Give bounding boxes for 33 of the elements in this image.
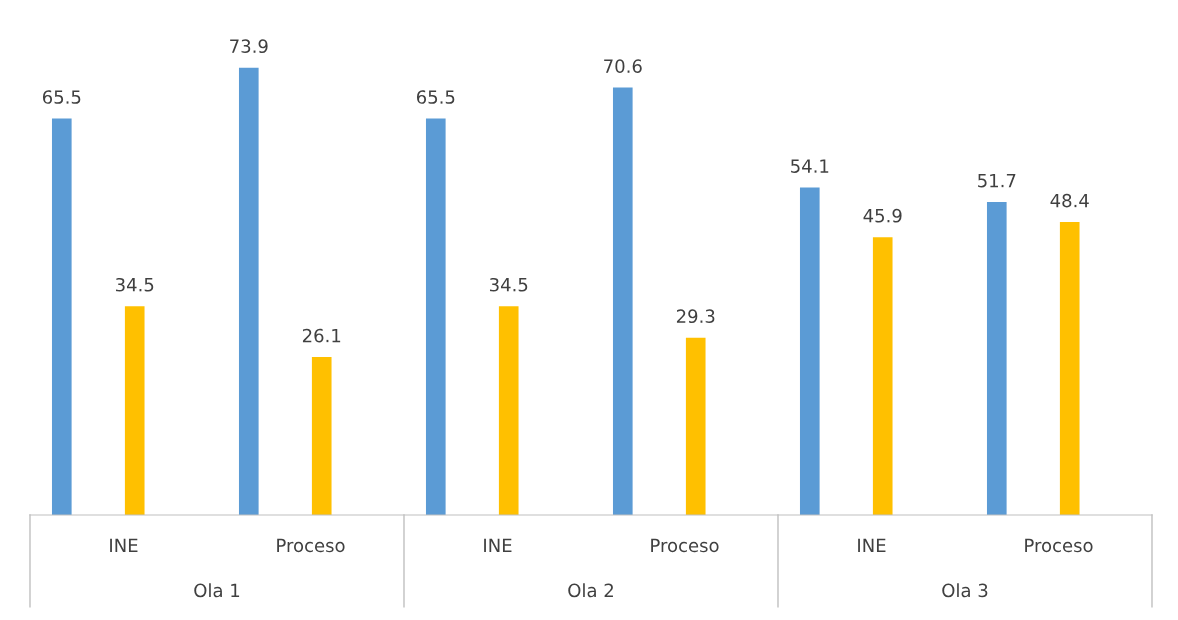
x-tick-label: INE <box>484 538 512 552</box>
bar <box>51 118 72 515</box>
text: Ola 3 <box>942 583 988 598</box>
text: Ola 1 <box>194 583 240 598</box>
x-tick-label: INE <box>858 538 886 552</box>
data-label: 70.6 <box>604 59 642 73</box>
data-label: 34.5 <box>116 277 154 292</box>
bar <box>238 67 259 515</box>
data-label: 73.9 <box>230 39 268 54</box>
bar <box>612 87 633 515</box>
bar <box>124 306 145 515</box>
bar <box>986 202 1007 515</box>
x-tick-label: Proceso <box>651 538 719 553</box>
data-label: 65.5 <box>416 90 455 104</box>
x-tick-label: Proceso <box>1025 538 1093 553</box>
x-tick-label: Proceso <box>277 538 345 553</box>
data-label: 51.7 <box>978 173 1016 188</box>
bar <box>425 118 446 515</box>
bar <box>311 357 332 515</box>
text: Ola 2 <box>568 583 613 598</box>
data-label: 29.3 <box>676 309 715 324</box>
bar <box>799 187 820 515</box>
bar <box>1059 222 1080 515</box>
data-label: 48.4 <box>1050 193 1089 208</box>
x-tick-label: INE <box>110 538 138 552</box>
bar <box>685 337 706 515</box>
data-label: 26.1 <box>302 328 341 343</box>
bar <box>498 306 519 515</box>
data-label: 65.5 <box>42 90 81 104</box>
bar <box>872 237 893 515</box>
data-label: 45.9 <box>863 208 902 223</box>
data-label: 54.1 <box>791 159 829 173</box>
data-label: 34.5 <box>490 277 528 292</box>
